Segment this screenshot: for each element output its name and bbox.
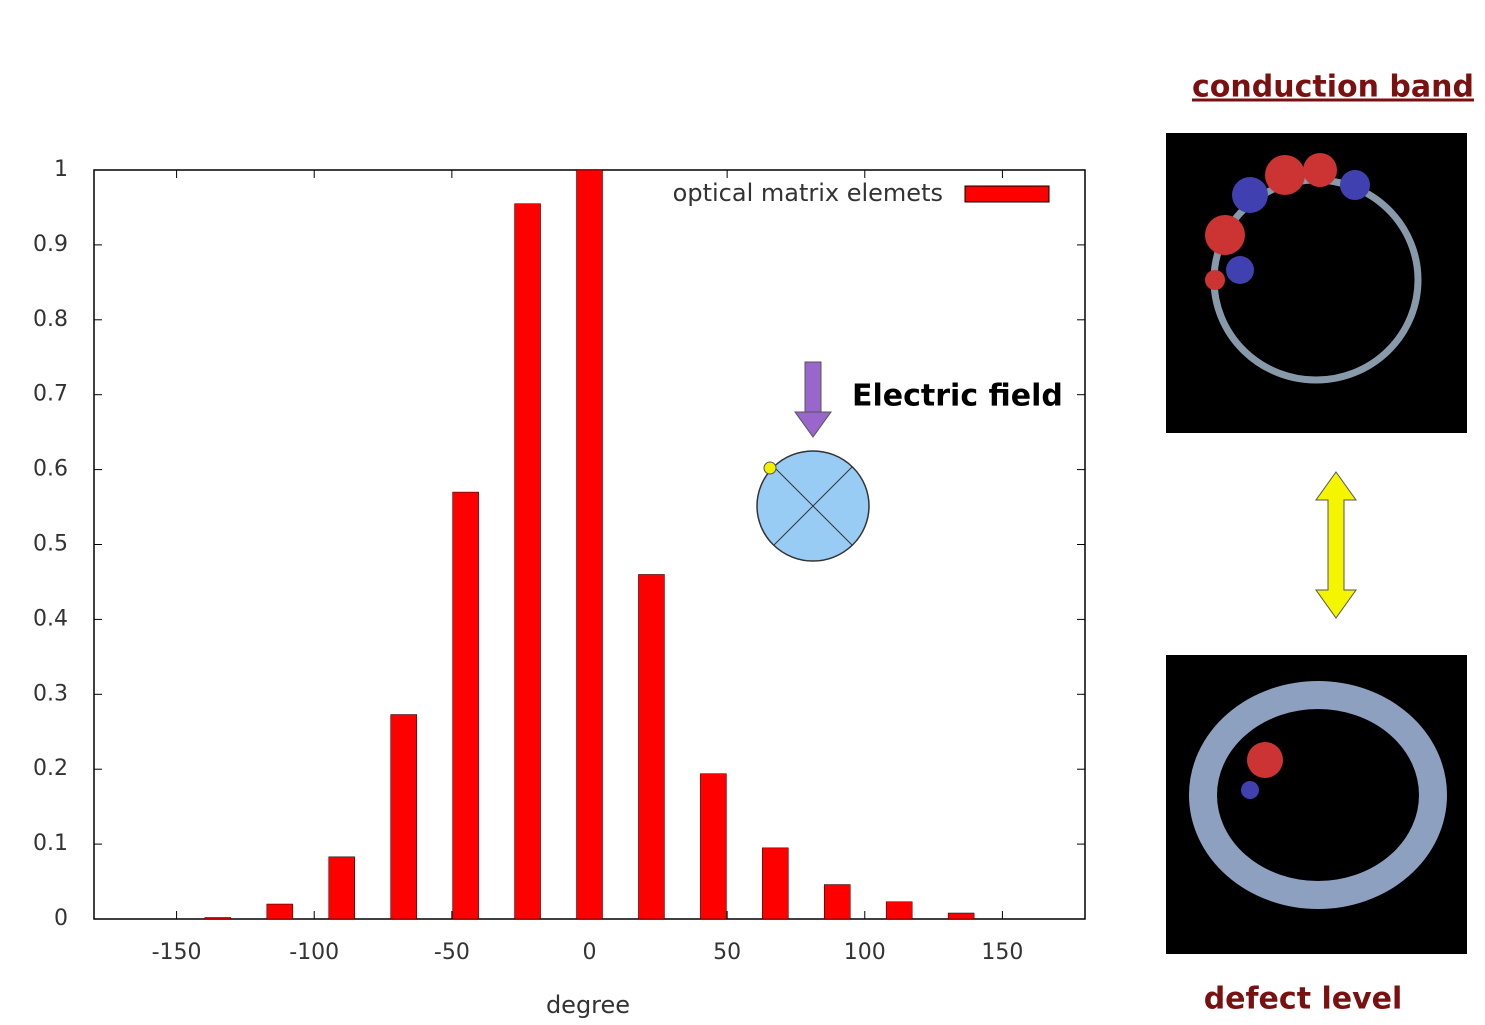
conduction-band-image	[1166, 133, 1467, 433]
bar	[700, 774, 726, 919]
y-tick-label: 0.9	[33, 232, 68, 257]
bar	[577, 170, 603, 919]
x-tick-label: 150	[981, 940, 1023, 965]
bar	[762, 848, 788, 919]
bar	[329, 857, 355, 919]
y-tick-label: 0.2	[33, 756, 68, 781]
y-tick-label: 0	[54, 906, 68, 931]
bar	[948, 913, 974, 919]
legend-swatch	[965, 186, 1049, 202]
legend-label: optical matrix elemets	[673, 179, 943, 207]
bar	[515, 204, 541, 919]
x-tick-label: -50	[434, 940, 470, 965]
y-tick-label: 0.8	[33, 307, 68, 332]
x-tick-label: -100	[289, 940, 339, 965]
x-tick-label: 0	[583, 940, 597, 965]
y-tick-label: 0.4	[33, 606, 68, 631]
y-tick-label: 0.1	[33, 831, 68, 856]
x-tick-label: -150	[152, 940, 202, 965]
annotation: defect level	[1204, 982, 1403, 1017]
defect-level-image	[1166, 655, 1467, 954]
y-tick-label: 0.3	[33, 681, 68, 706]
bar	[267, 904, 293, 919]
bar	[453, 492, 479, 919]
x-tick-label: 50	[713, 940, 741, 965]
y-tick-label: 0.7	[33, 382, 68, 407]
bar	[391, 715, 417, 919]
bar	[824, 885, 850, 919]
annotation: conduction band	[1192, 70, 1474, 105]
bar	[638, 574, 664, 919]
chart: degree Electric field conduction band de…	[0, 0, 1485, 1025]
transition-arrow	[1316, 472, 1356, 618]
page: {"chart_data": {"type": "bar", "x": [-13…	[0, 0, 1485, 1025]
x-axis-label: degree	[546, 991, 630, 1019]
y-tick-label: 0.6	[33, 457, 68, 482]
y-tick-label: 0.5	[33, 532, 68, 557]
x-tick-label: 100	[844, 940, 886, 965]
annotation: Electric field	[852, 379, 1063, 414]
bar	[205, 918, 231, 919]
y-tick-label: 1	[54, 157, 68, 182]
bar	[886, 902, 912, 919]
